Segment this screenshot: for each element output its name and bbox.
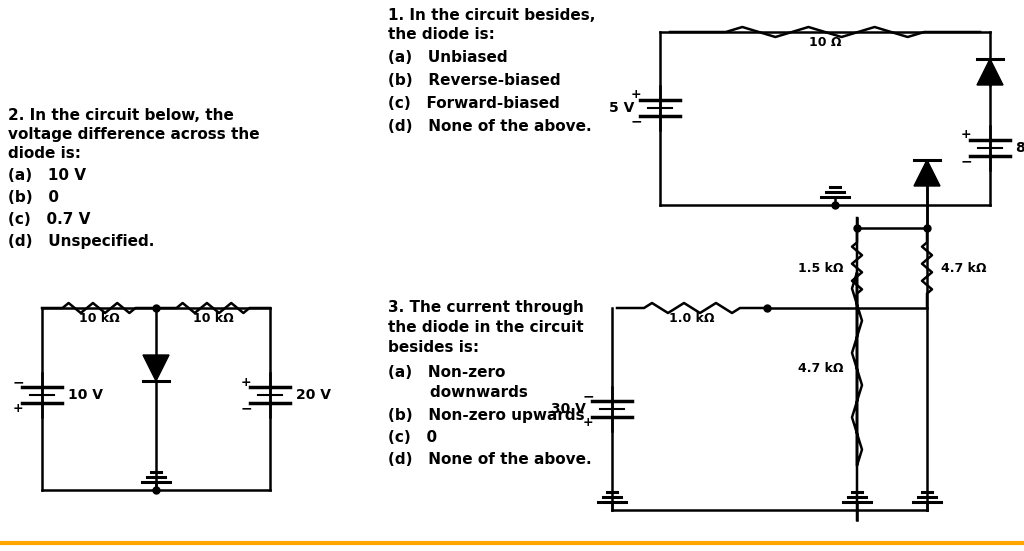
Text: (b)   Reverse-biased: (b) Reverse-biased — [388, 73, 560, 88]
Text: besides is:: besides is: — [388, 340, 479, 355]
Text: (d)   None of the above.: (d) None of the above. — [388, 119, 592, 134]
Text: downwards: downwards — [388, 385, 528, 400]
Polygon shape — [977, 59, 1002, 85]
Text: 10 V: 10 V — [68, 388, 103, 402]
Text: 10 Ω: 10 Ω — [809, 36, 842, 50]
Text: diode is:: diode is: — [8, 146, 81, 161]
Text: (d)   Unspecified.: (d) Unspecified. — [8, 234, 155, 249]
Text: +: + — [583, 415, 593, 429]
Text: 4.7 kΩ: 4.7 kΩ — [941, 262, 986, 274]
Text: 1.0 kΩ: 1.0 kΩ — [670, 312, 715, 326]
Text: 10 kΩ: 10 kΩ — [193, 312, 233, 326]
Text: 1.5 kΩ: 1.5 kΩ — [798, 262, 843, 274]
Text: 8 V: 8 V — [1016, 141, 1024, 155]
Text: (b)   0: (b) 0 — [8, 190, 59, 205]
Text: +: + — [12, 402, 24, 414]
Text: (b)   Non-zero upwards: (b) Non-zero upwards — [388, 408, 585, 423]
Text: −: − — [961, 154, 972, 168]
Text: (c)   0: (c) 0 — [388, 430, 437, 445]
Text: +: + — [631, 89, 641, 101]
Text: the diode is:: the diode is: — [388, 27, 495, 42]
Text: +: + — [241, 375, 251, 388]
Text: 10 kΩ: 10 kΩ — [79, 312, 120, 326]
Text: −: − — [241, 401, 252, 415]
Text: 30 V: 30 V — [551, 402, 586, 416]
Text: 3. The current through: 3. The current through — [388, 300, 584, 315]
Text: 4.7 kΩ: 4.7 kΩ — [798, 363, 843, 375]
Text: (c)   0.7 V: (c) 0.7 V — [8, 212, 90, 227]
Text: (a)   10 V: (a) 10 V — [8, 168, 86, 183]
Polygon shape — [143, 355, 169, 381]
Text: −: − — [630, 114, 642, 128]
Text: (a)   Non-zero: (a) Non-zero — [388, 365, 506, 380]
Text: (d)   None of the above.: (d) None of the above. — [388, 452, 592, 467]
Text: 2. In the circuit below, the: 2. In the circuit below, the — [8, 108, 233, 123]
Text: (c)   Forward-biased: (c) Forward-biased — [388, 96, 560, 111]
Text: −: − — [583, 389, 594, 403]
Text: 5 V: 5 V — [608, 101, 634, 115]
Text: −: − — [12, 375, 24, 389]
Polygon shape — [914, 160, 940, 186]
Text: +: + — [961, 128, 972, 142]
Text: (a)   Unbiased: (a) Unbiased — [388, 50, 508, 65]
Text: 1. In the circuit besides,: 1. In the circuit besides, — [388, 8, 595, 23]
Text: 20 V: 20 V — [296, 388, 331, 402]
Text: the diode in the circuit: the diode in the circuit — [388, 320, 584, 335]
Text: voltage difference across the: voltage difference across the — [8, 127, 260, 142]
